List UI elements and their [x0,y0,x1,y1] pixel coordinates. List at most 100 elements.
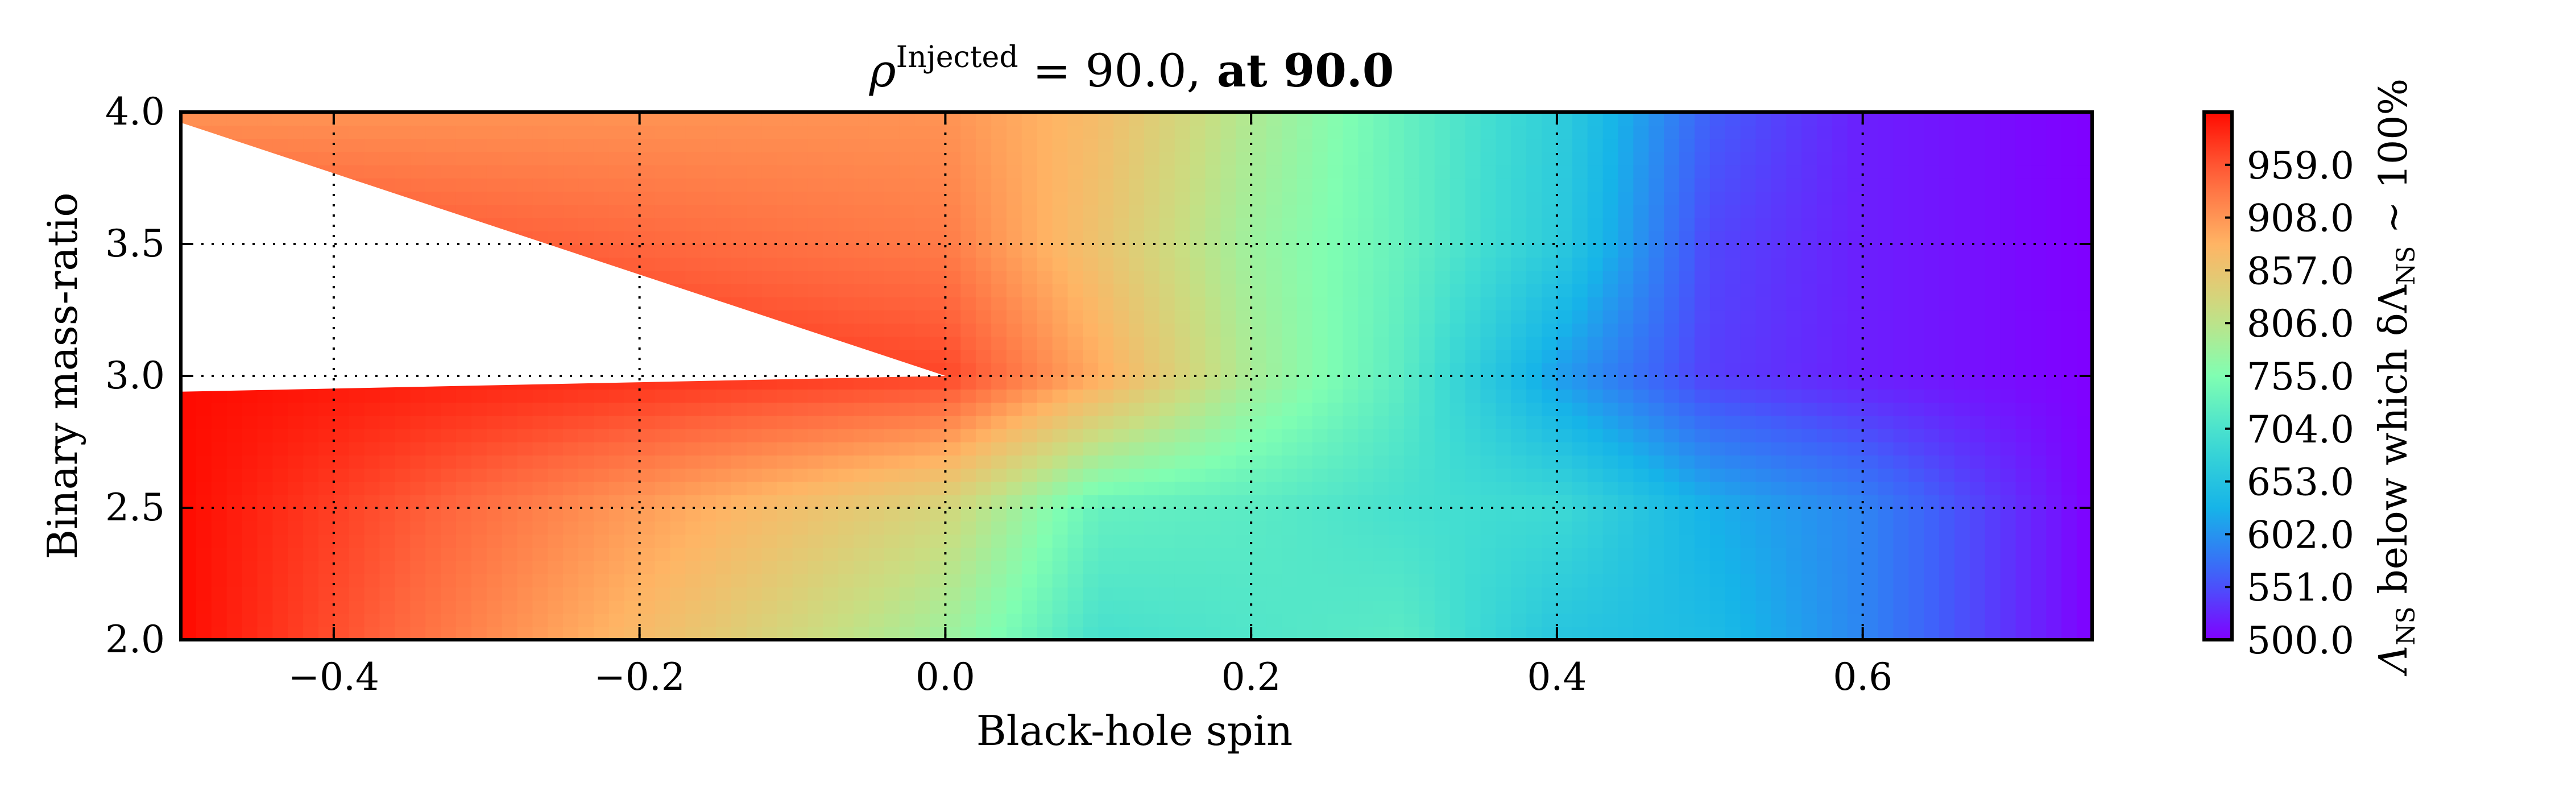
heatmap-cell [1817,164,1833,179]
heatmap-cell [1526,455,1542,469]
heatmap-cell [1694,204,1711,218]
heatmap-cell [1832,112,1848,126]
heatmap-cell [1954,323,1970,337]
heatmap-cell [2000,323,2016,337]
heatmap-cell [2015,481,2032,495]
heatmap-cell [578,151,594,165]
heatmap-cell [1526,138,1542,152]
heatmap-cell [1052,600,1068,614]
heatmap-cell [1281,402,1298,416]
heatmap-cell [425,547,441,561]
heatmap-cell [914,613,931,627]
heatmap-cell [914,270,931,284]
heatmap-cell [1847,217,1863,231]
heatmap-cell [854,230,869,245]
heatmap-cell [1052,468,1068,482]
heatmap-cell [1220,428,1237,442]
heatmap-cell [1755,415,1772,429]
heatmap-cell [746,547,763,561]
heatmap-cell [1771,138,1787,152]
heatmap-cell [1618,376,1634,390]
heatmap-cell [868,376,885,390]
heatmap-cell [854,600,869,614]
heatmap-cell [1893,323,1910,337]
heatmap-cell [792,178,809,192]
heatmap-cell [395,587,411,601]
heatmap-cell [1281,481,1298,495]
heatmap-cell [823,560,839,574]
heatmap-cell [1358,362,1374,376]
heatmap-cell [1113,389,1129,403]
heatmap-cell [1832,164,1848,179]
heatmap-cell [1067,402,1084,416]
heatmap-cell [181,534,197,548]
heatmap-cell [1480,481,1497,495]
heatmap-cell [960,428,976,442]
heatmap-cell [1067,547,1084,561]
heatmap-cell [1725,613,1741,627]
heatmap-cell [1664,534,1680,548]
heatmap-cell [945,494,962,508]
heatmap-cell [960,521,976,535]
heatmap-cell [976,191,992,205]
heatmap-cell [1664,428,1680,442]
heatmap-cell [1006,336,1022,350]
heatmap-cell [1526,547,1542,561]
heatmap-cell [1908,587,1925,601]
heatmap-cell [2000,151,2016,165]
heatmap-cell [1159,415,1175,429]
heatmap-cell [2061,323,2077,337]
heatmap-cell [854,560,869,574]
heatmap-cell [945,257,962,271]
heatmap-cell [1649,336,1664,350]
heatmap-cell [1694,587,1711,601]
heatmap-cell [1480,508,1497,521]
heatmap-cell [960,257,976,271]
heatmap-cell [1908,164,1925,179]
heatmap-cell [593,521,610,535]
heatmap-cell [578,442,594,456]
heatmap-cell [1358,428,1374,442]
heatmap-cell [1251,336,1267,350]
heatmap-cell [1649,323,1664,337]
heatmap-cell [1236,415,1252,429]
heatmap-cell [868,323,885,337]
heatmap-cell [288,402,304,416]
heatmap-cell [823,468,839,482]
heatmap-cell [1190,283,1206,297]
heatmap-cell [226,613,243,627]
heatmap-cell [685,442,701,456]
heatmap-cell [1205,402,1221,416]
heatmap-cell [1801,191,1817,205]
heatmap-cell [1649,468,1664,482]
heatmap-cell [1679,402,1695,416]
heatmap-cell [395,521,411,535]
heatmap-cell [1817,336,1833,350]
heatmap-cell [823,230,839,245]
heatmap-cell [379,468,396,482]
heatmap-cell [1618,521,1634,535]
heatmap-cell [639,560,656,574]
heatmap-cell [1771,428,1787,442]
heatmap-cell [2077,178,2092,192]
heatmap-cell [1327,191,1344,205]
heatmap-cell [181,547,197,561]
heatmap-cell [517,164,533,179]
heatmap-cell [1817,178,1833,192]
heatmap-cell [2015,534,2032,548]
heatmap-cell [624,587,640,601]
heatmap-cell [608,534,625,548]
heatmap-cell [761,494,778,508]
heatmap-cell [1664,442,1680,456]
heatmap-cell [379,138,396,152]
heatmap-cell [1633,362,1650,376]
heatmap-cell [2077,481,2092,495]
heatmap-cell [2031,613,2047,627]
heatmap-cell [288,574,304,587]
heatmap-cell [1709,481,1726,495]
heatmap-cell [1266,481,1282,495]
heatmap-cell [1862,270,1879,284]
heatmap-cell [1862,310,1879,324]
heatmap-cell [196,389,212,403]
